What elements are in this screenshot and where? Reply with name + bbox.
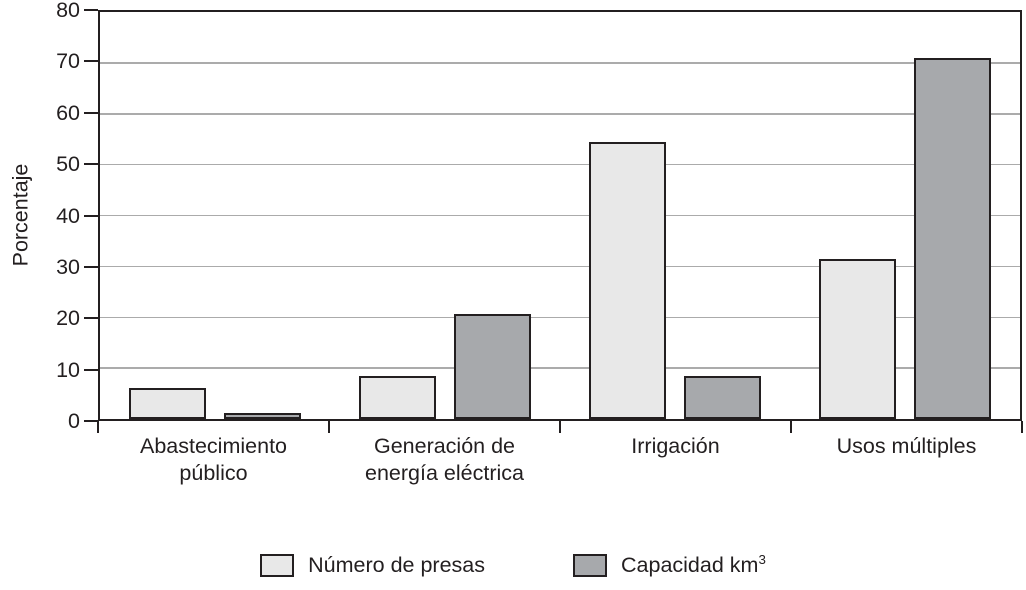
legend-item-capacidad: Capacidad km3: [573, 552, 766, 578]
x-tick-mark: [328, 421, 330, 433]
y-tick-label: 80: [56, 0, 80, 22]
x-tick-mark: [97, 421, 99, 433]
y-tick-label: 60: [56, 100, 80, 125]
category-label-text: Irrigación: [631, 434, 720, 458]
category-label-text: Generación de energía eléctrica: [365, 434, 524, 486]
legend-swatch-numero-de-presas: [260, 553, 295, 577]
legend-label: Número de presas: [308, 553, 485, 578]
y-tick-mark: [84, 111, 98, 114]
gridline: [100, 265, 1020, 268]
y-tick-mark: [84, 368, 98, 371]
plot-area: [98, 10, 1022, 421]
plot-inner: [100, 12, 1020, 419]
bar: [914, 57, 991, 419]
y-tick-mark: [84, 420, 98, 422]
legend-item-numero-de-presas: Número de presas: [260, 552, 485, 578]
y-tick-label: 20: [56, 306, 80, 331]
y-tick-mark: [84, 9, 98, 11]
gridline: [100, 113, 1020, 115]
y-tick-label: 70: [56, 49, 80, 74]
bar: [359, 376, 436, 419]
category-label: Usos múltiples: [791, 433, 1022, 460]
y-tick-mark: [84, 265, 98, 268]
bar: [224, 413, 301, 419]
y-tick-label: 0: [68, 409, 80, 433]
y-tick-mark: [84, 60, 98, 63]
x-tick-mark: [1021, 421, 1023, 433]
gridline: [100, 214, 1020, 217]
legend: Número de presas Capacidad km3: [0, 552, 1026, 578]
bar: [589, 141, 666, 419]
y-tick-label: 10: [56, 357, 80, 382]
bar: [129, 387, 206, 419]
category-label-text: Usos múltiples: [836, 434, 977, 458]
y-tick-label: 50: [56, 152, 80, 177]
gridline: [100, 62, 1020, 64]
y-tick-mark: [84, 163, 98, 166]
category-label: Abastecimiento público: [98, 433, 329, 488]
legend-swatch-capacidad: [573, 553, 607, 577]
x-tick-mark: [790, 421, 792, 433]
y-tick-label: 30: [56, 254, 80, 279]
gridline: [100, 163, 1020, 166]
bar: [454, 314, 531, 419]
bar: [684, 376, 761, 419]
x-tick-mark: [559, 421, 561, 433]
category-label: Generación de energía eléctrica: [329, 433, 560, 488]
category-label-text: Abastecimiento público: [140, 434, 287, 486]
gridline: [100, 367, 1020, 369]
y-tick-label: 40: [56, 203, 80, 228]
bar: [819, 258, 896, 419]
category-label: Irrigación: [560, 433, 791, 460]
y-tick-mark: [84, 214, 98, 217]
legend-label: Capacidad km3: [621, 552, 766, 578]
gridline: [100, 316, 1020, 318]
y-tick-mark: [84, 317, 98, 320]
